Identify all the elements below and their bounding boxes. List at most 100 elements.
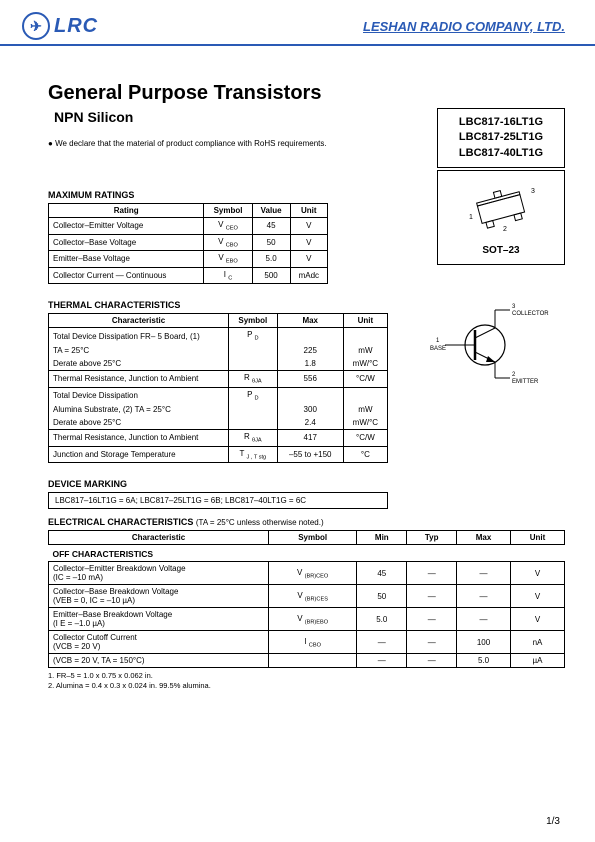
electrical-note: (TA = 25°C unless otherwise noted.) <box>196 518 324 527</box>
table-row: Collector–Emitter Breakdown Voltage(IC =… <box>49 562 565 585</box>
table-cell: Derate above 25°C <box>49 357 229 371</box>
table-row: Total Device Dissipation FR– 5 Board, (1… <box>49 328 388 344</box>
table-row: Collector–Emitter VoltageV CEO45V <box>49 218 328 235</box>
table-cell: TA = 25°C <box>49 344 229 357</box>
table-cell: Thermal Resistance, Junction to Ambient <box>49 370 229 387</box>
table-cell: V CEO <box>204 218 252 235</box>
logo-text: LRC <box>54 15 98 38</box>
col-unit: Unit <box>290 204 327 218</box>
footnotes: 1. FR–5 = 1.0 x 0.75 x 0.062 in. 2. Alum… <box>48 671 565 691</box>
electrical-table: Characteristic Symbol Min Typ Max Unit O… <box>48 530 565 668</box>
table-cell: V <box>290 218 327 235</box>
table-cell: P D <box>229 387 278 403</box>
footnote-2: 2. Alumina = 0.4 x 0.3 x 0.024 in. 99.5%… <box>48 681 565 691</box>
page-number: 1/3 <box>546 816 560 827</box>
page-title: General Purpose Transistors <box>48 82 565 105</box>
table-cell: R θJA <box>229 370 278 387</box>
table-cell: 50 <box>252 234 290 251</box>
table-cell: Collector Cutoff Current(VCB = 20 V) <box>49 631 269 654</box>
col-max: Max <box>457 531 511 545</box>
table-cell: Total Device Dissipation <box>49 387 229 403</box>
svg-text:EMITTER: EMITTER <box>512 379 539 385</box>
table-row: Emitter–Base VoltageV EBO5.0V <box>49 251 328 268</box>
table-header-row: Characteristic Symbol Min Typ Max Unit <box>49 531 565 545</box>
table-cell: nA <box>511 631 565 654</box>
table-cell: 5.0 <box>357 608 407 631</box>
table-cell: 1.8 <box>277 357 343 371</box>
electrical-title: ELECTRICAL CHARACTERISTICS (TA = 25°C un… <box>48 517 565 527</box>
table-cell <box>277 387 343 403</box>
table-cell: °C/W <box>343 430 387 447</box>
table-cell <box>343 387 387 403</box>
table-cell: — <box>457 585 511 608</box>
table-cell: V (BR)CES <box>269 585 357 608</box>
col-char: Characteristic <box>49 531 269 545</box>
table-cell: V <box>511 608 565 631</box>
col-unit: Unit <box>343 314 387 328</box>
table-cell: T J , T stg <box>229 446 278 463</box>
table-row: Collector Cutoff Current(VCB = 20 V)I CB… <box>49 631 565 654</box>
table-row: Collector–Base Breakdown Voltage(VEB = 0… <box>49 585 565 608</box>
table-cell: 417 <box>277 430 343 447</box>
table-cell: — <box>407 608 457 631</box>
table-cell: Alumina Substrate, (2) TA = 25°C <box>49 403 229 416</box>
table-row: TA = 25°C225mW <box>49 344 388 357</box>
table-cell: I CBO <box>269 631 357 654</box>
table-header-row: Rating Symbol Value Unit <box>49 204 328 218</box>
table-cell: Collector–Base Breakdown Voltage(VEB = 0… <box>49 585 269 608</box>
table-cell: 225 <box>277 344 343 357</box>
table-cell: 100 <box>457 631 511 654</box>
table-row: Collector Current — ContinuousI C500mAdc <box>49 267 328 284</box>
table-row: Junction and Storage TemperatureT J , T … <box>49 446 388 463</box>
table-cell: µA <box>511 654 565 668</box>
package-label: SOT–23 <box>438 245 564 256</box>
table-row: Emitter–Base Breakdown Voltage(I E = –1.… <box>49 608 565 631</box>
table-cell <box>229 403 278 416</box>
logo-glyph: ✈ <box>30 18 42 35</box>
col-max: Max <box>277 314 343 328</box>
table-cell <box>343 328 387 344</box>
svg-text:1: 1 <box>436 338 440 344</box>
table-row: Collector–Base VoltageV CBO50V <box>49 234 328 251</box>
table-cell: — <box>457 608 511 631</box>
col-symbol: Symbol <box>269 531 357 545</box>
table-cell: V CBO <box>204 234 252 251</box>
table-row: Alumina Substrate, (2) TA = 25°C300mW <box>49 403 388 416</box>
marking-title: DEVICE MARKING <box>48 479 565 489</box>
col-rating: Rating <box>49 204 204 218</box>
part-number-box: LBC817-16LT1G LBC817-25LT1G LBC817-40LT1… <box>437 108 565 168</box>
table-cell: °C/W <box>343 370 387 387</box>
table-cell: — <box>407 585 457 608</box>
thermal-table: Characteristic Symbol Max Unit Total Dev… <box>48 313 388 463</box>
table-cell: V <box>511 585 565 608</box>
table-cell: — <box>407 654 457 668</box>
table-cell: — <box>407 562 457 585</box>
part-number: LBC817-16LT1G <box>446 115 556 130</box>
svg-text:2: 2 <box>512 372 516 378</box>
part-number: LBC817-40LT1G <box>446 146 556 161</box>
table-cell: Thermal Resistance, Junction to Ambient <box>49 430 229 447</box>
max-ratings-table: Rating Symbol Value Unit Collector–Emitt… <box>48 203 328 284</box>
table-cell: mAdc <box>290 267 327 284</box>
table-cell: V <box>290 251 327 268</box>
table-row: (VCB = 20 V, TA = 150°C)——5.0µA <box>49 654 565 668</box>
table-cell: Collector–Emitter Breakdown Voltage(IC =… <box>49 562 269 585</box>
table-cell: 45 <box>252 218 290 235</box>
col-symbol: Symbol <box>229 314 278 328</box>
table-cell: — <box>357 631 407 654</box>
table-cell <box>229 344 278 357</box>
logo-icon: ✈ <box>22 12 50 40</box>
table-cell: –55 to +150 <box>277 446 343 463</box>
svg-text:2: 2 <box>503 226 507 233</box>
table-cell: R θJA <box>229 430 278 447</box>
table-cell: — <box>457 562 511 585</box>
table-cell: Collector–Emitter Voltage <box>49 218 204 235</box>
table-cell: °C <box>343 446 387 463</box>
table-cell: Total Device Dissipation FR– 5 Board, (1… <box>49 328 229 344</box>
table-cell: 500 <box>252 267 290 284</box>
table-cell: V <box>290 234 327 251</box>
table-cell: Derate above 25°C <box>49 416 229 430</box>
table-cell: 5.0 <box>252 251 290 268</box>
table-cell: 300 <box>277 403 343 416</box>
table-cell <box>277 328 343 344</box>
